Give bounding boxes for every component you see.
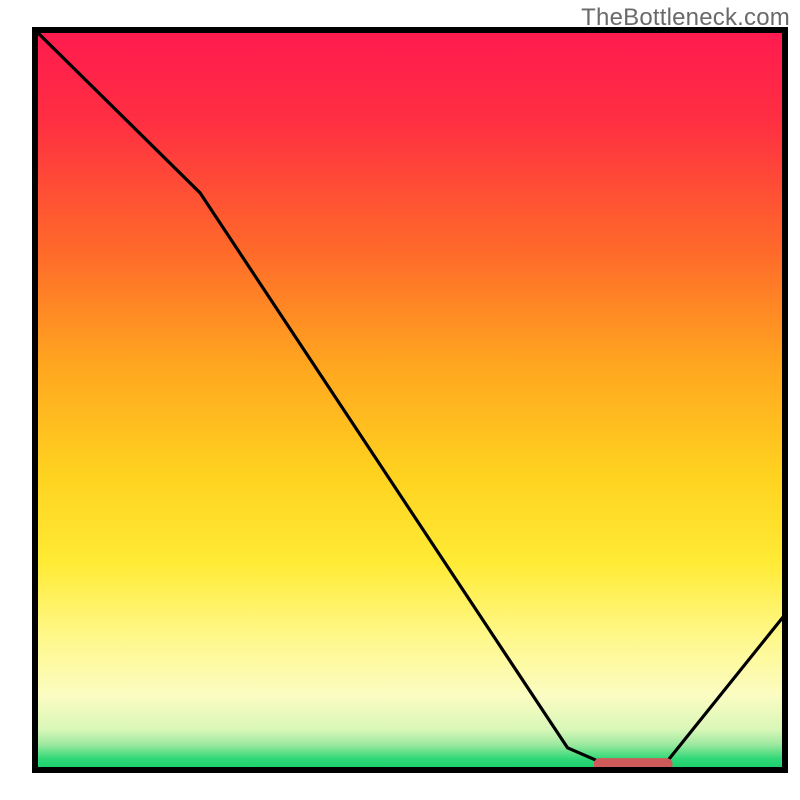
plot-area — [35, 30, 785, 771]
watermark-text: TheBottleneck.com — [581, 4, 790, 32]
chart-container: TheBottleneck.com — [0, 0, 800, 800]
bottleneck-chart — [0, 0, 800, 800]
